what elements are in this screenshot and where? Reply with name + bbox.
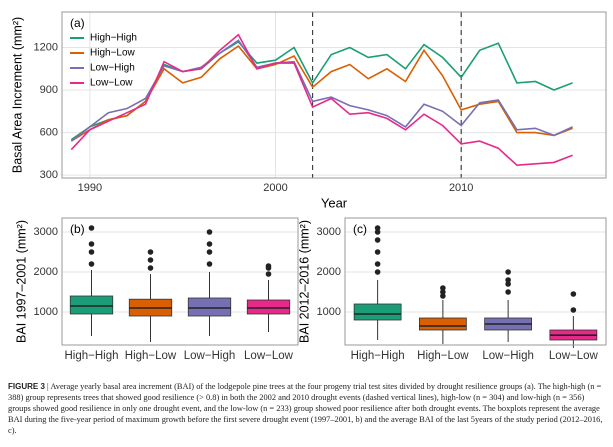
caption-label: FIGURE 3 [8,382,45,391]
x-tick-label: Low−High [482,350,533,362]
outlier [374,229,381,235]
outlier [206,229,213,235]
box [69,295,114,315]
x-tick-label: Low−Low [244,350,294,362]
series-line [70,45,573,142]
outlier [88,225,95,231]
outlier [88,249,95,255]
outlier [88,241,95,247]
legend-label: Low−Low [90,78,133,89]
y-tick-label: 3000 [34,226,58,238]
outlier [570,307,577,313]
panel-label: (a) [70,16,85,30]
outlier [147,257,154,263]
legend-label: Low−High [90,63,135,74]
x-tick-label: Low−High [184,350,235,362]
outlier [206,241,213,247]
y-tick-label: 600 [40,127,58,139]
plot-border [61,11,607,179]
x-axis-label: Year [321,195,348,210]
y-tick-label: 3000 [317,226,341,238]
x-tick-label: 2010 [449,182,473,194]
outlier [505,281,511,287]
outlier [374,225,381,231]
plot-panel [61,217,299,346]
box [418,317,467,331]
box [353,303,402,321]
series-line [70,33,573,167]
y-tick-label: 300 [40,169,58,181]
outlier [265,271,272,277]
x-tick-label: 2000 [263,182,287,194]
caption-text: Average yearly basal area increment (BAI… [8,382,603,435]
y-axis-label: BAI 1997–2001 (mm²) [14,220,28,343]
x-tick-label: High−Low [417,350,469,362]
outlier [147,265,154,271]
legend-label: High−Low [90,48,136,59]
outlier [440,289,446,295]
outlier [440,285,446,291]
outlier [570,291,577,297]
outlier [374,237,381,243]
outlier [374,269,381,275]
panel-label: (b) [70,222,85,236]
panel-label: (c) [353,222,367,236]
outlier [374,249,381,255]
plot-panel [344,217,607,346]
x-tick-label: High−High [64,350,118,362]
x-tick-label: 1990 [78,182,102,194]
outlier [206,249,213,255]
y-tick-label: 900 [40,84,58,96]
y-tick-label: 1200 [34,41,58,53]
x-tick-label: Low−Low [549,350,599,362]
y-tick-label: 1000 [317,306,341,318]
outlier [505,269,511,275]
y-tick-label: 2000 [34,266,58,278]
outlier [440,293,446,299]
outlier [88,261,95,267]
outlier [505,277,511,283]
outlier [505,289,511,295]
outlier [374,261,381,267]
y-axis-label: Basal Area Increment (mm²) [10,17,24,173]
figure: 300 600 900 1200 Basal Area Increment (mm²) (… [10,11,607,362]
caption-separator: | [47,382,49,391]
plot-panel [61,11,607,179]
outlier [206,261,213,267]
outlier [147,249,154,255]
plot-border [344,217,607,346]
y-tick-label: 1000 [34,306,58,318]
box [246,299,291,315]
outlier [265,263,272,269]
y-axis-label: BAI 2012–2016 (mm²) [297,220,311,343]
y-tick-label: 2000 [317,266,341,278]
x-tick-label: High−High [351,350,405,362]
x-tick-label: High−Low [125,350,177,362]
caption: FIGURE 3 | Average yearly basal area inc… [8,381,606,436]
box [187,297,232,317]
legend-label: High−High [90,33,137,44]
plot-border [61,217,299,346]
